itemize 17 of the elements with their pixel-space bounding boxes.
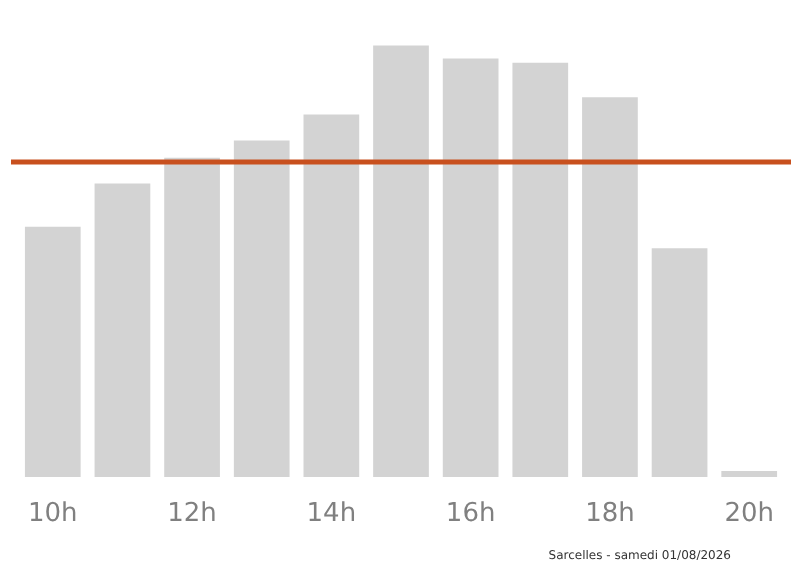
bar (373, 45, 429, 477)
bar (233, 140, 290, 477)
bar (442, 58, 499, 477)
bar (582, 97, 638, 477)
bar (24, 226, 81, 477)
x-tick-label: 12h (167, 499, 217, 529)
bar (94, 183, 151, 477)
bar (164, 157, 220, 477)
bar (303, 114, 360, 477)
x-tick-label: 14h (306, 499, 357, 529)
bar (721, 470, 778, 477)
bar (651, 248, 708, 477)
bar (512, 62, 569, 477)
x-tick-label: 16h (445, 499, 496, 529)
x-tick-label: 20h (724, 499, 774, 529)
x-tick-label: 10h (28, 499, 78, 529)
x-tick-label: 18h (585, 499, 635, 529)
